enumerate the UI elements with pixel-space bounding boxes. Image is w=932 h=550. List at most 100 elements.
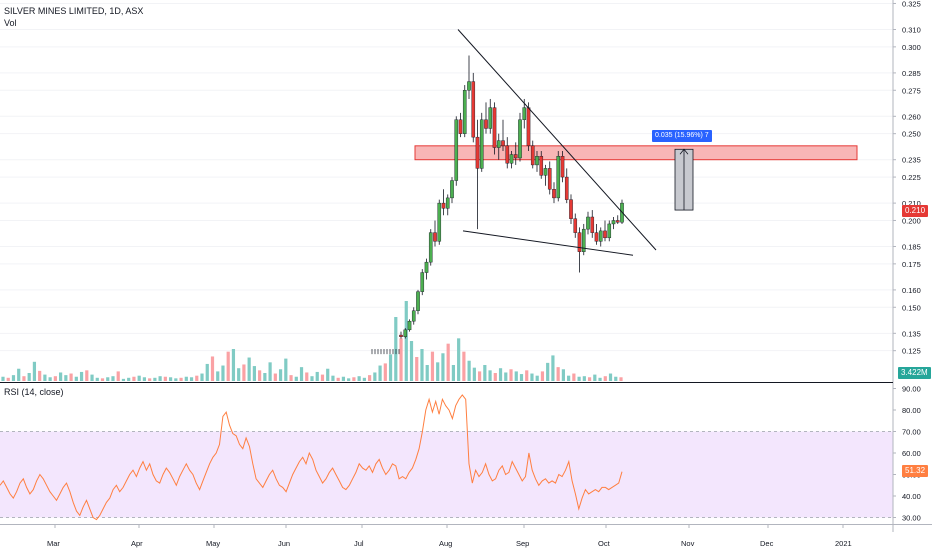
volume-bar: [404, 301, 408, 381]
candle-body: [611, 220, 616, 225]
candle-body: [590, 216, 595, 233]
price-tick-label: 0.250: [902, 130, 921, 139]
volume-bar: [132, 376, 136, 381]
candle-body: [411, 310, 416, 322]
symbol-title[interactable]: SILVER MINES LIMITED, 1D, ASX: [4, 6, 144, 16]
rsi-tick-label: 60.00: [902, 449, 921, 458]
price-tick-label: 0.210: [902, 199, 921, 208]
rsi-tick-label: 30.00: [902, 514, 921, 523]
time-axis[interactable]: Mar Apr May Jun Jul Aug Sep Oct Nov Dec 2021: [47, 524, 852, 548]
rsi-label[interactable]: RSI (14, close): [4, 387, 64, 397]
volume-bar: [362, 377, 366, 381]
candle-body: [547, 168, 552, 190]
volume-bar: [509, 369, 513, 381]
volume-bar: [158, 376, 162, 381]
volume-bar: [85, 370, 89, 381]
volume-bar: [378, 365, 382, 381]
time-tick-label: Nov: [681, 539, 695, 548]
candle-body: [488, 107, 493, 129]
candle-body: [433, 232, 437, 242]
volume-bar: [205, 363, 209, 381]
chart-gridlines: [0, 2, 893, 352]
resistance-zone[interactable]: [414, 145, 858, 161]
price-tick-label: 0.135: [902, 329, 921, 338]
volume-bar: [425, 365, 429, 381]
candle-body: [560, 156, 565, 178]
candle-body: [479, 119, 484, 169]
candle-body: [458, 119, 463, 134]
candle-body: [496, 140, 501, 148]
trendlines[interactable]: [457, 29, 657, 256]
volume-bar: [179, 377, 183, 381]
volume-label[interactable]: Vol: [4, 18, 17, 28]
volume-bar: [352, 377, 356, 381]
volume-bar: [184, 376, 188, 381]
volume-bar: [577, 376, 581, 381]
price-axis[interactable]: 0.325 0.310 0.300 0.285 0.275 0.260 0.250 0.235…: [893, 0, 921, 356]
volume-bar: [519, 374, 524, 381]
candle-body: [581, 228, 586, 252]
volume-bar: [32, 361, 37, 381]
volume-bar: [168, 377, 173, 381]
volume-bar: [320, 374, 325, 381]
volume-bar: [231, 349, 236, 381]
volume-bar: [95, 377, 99, 381]
volume-bar: [388, 354, 393, 381]
volume-bar: [121, 378, 126, 381]
volume-bar: [237, 368, 241, 381]
price-tick-label: 0.225: [902, 173, 921, 182]
volume-bar: [493, 373, 497, 381]
volume-bar: [216, 371, 220, 381]
volume-bar: [299, 367, 304, 381]
volume-bar: [368, 375, 372, 381]
candle-body: [441, 202, 446, 209]
volume-bar: [116, 371, 120, 381]
volume-bar: [415, 357, 419, 381]
volume-bar: [598, 377, 602, 381]
time-tick-label: Mar: [47, 539, 60, 548]
price-range-measure[interactable]: [674, 148, 694, 211]
volume-bar: [137, 375, 141, 381]
volume-bar: [582, 376, 586, 381]
rsi-band: [0, 431, 893, 518]
volume-bar: [242, 364, 246, 381]
volume-bar: [551, 355, 555, 381]
volume-bar: [472, 367, 476, 381]
volume-bar: [347, 378, 351, 381]
price-tick-label: 0.160: [902, 286, 921, 295]
volume-bar: [127, 377, 131, 381]
candle-body: [598, 230, 603, 242]
volume-bar: [174, 378, 178, 381]
volume-bar: [258, 370, 262, 381]
volume-bar: [226, 351, 230, 381]
volume-bar: [27, 373, 31, 381]
candle-body: [607, 223, 612, 239]
time-tick-label: Oct: [598, 539, 611, 548]
candle-body: [407, 320, 412, 331]
rsi-line: [0, 394, 623, 521]
candle-body: [518, 119, 522, 159]
volume-bar: [284, 358, 288, 381]
volume-bar: [483, 365, 487, 381]
volume-bar: [451, 365, 456, 381]
axes: [0, 0, 932, 532]
volume-bar: [111, 376, 115, 381]
volume-bar: [341, 376, 346, 381]
volume-bar: [619, 377, 623, 381]
volume-bar: [200, 373, 204, 381]
rsi-band-fill: [0, 431, 893, 518]
volume-bar: [252, 366, 256, 381]
wedge-upper-trendline: [457, 29, 657, 251]
volume-bar: [64, 375, 68, 381]
price-tick-label: 0.275: [902, 86, 921, 95]
candle-body: [501, 140, 505, 147]
measure-label[interactable]: 0.035 (15.96%) 7: [652, 130, 712, 142]
volume-bar: [74, 376, 78, 381]
volume-bar: [504, 372, 508, 381]
price-tick-label: 0.125: [902, 347, 921, 356]
time-tick-label: Sep: [516, 539, 529, 548]
volume-bar: [462, 351, 466, 381]
candle-body: [462, 90, 467, 134]
